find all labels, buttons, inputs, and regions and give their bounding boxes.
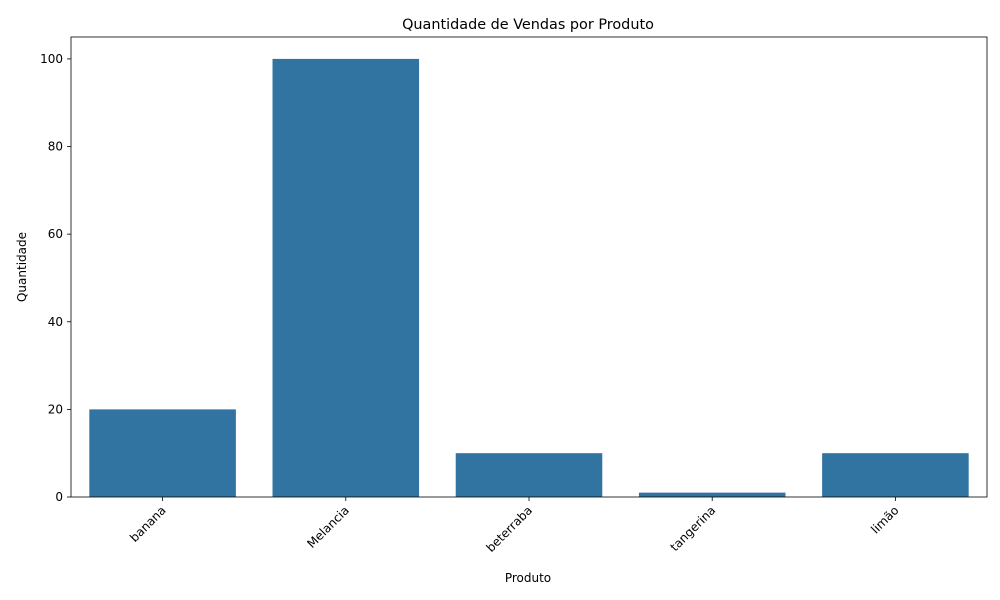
- plot-frame: [70, 36, 988, 498]
- y-axis-label: Quantidade: [15, 232, 29, 302]
- bar-limão: [822, 453, 969, 497]
- y-tick-label: 100: [40, 52, 63, 66]
- y-tick-label: 80: [48, 140, 63, 154]
- bar-beterraba: [455, 453, 603, 497]
- y-tick-label: 40: [48, 315, 63, 329]
- x-axis-label: Produto: [505, 571, 551, 585]
- x-tick-label: banana: [127, 503, 169, 545]
- bar-tangerina: [638, 492, 786, 497]
- x-axis-ticks: banana Melancia beterraba tangerina limão: [127, 497, 902, 555]
- y-tick-label: 20: [48, 402, 63, 416]
- chart-title: Quantidade de Vendas por Produto: [402, 17, 654, 33]
- y-tick-label: 60: [48, 227, 63, 241]
- x-tick-label: tangerina: [667, 503, 718, 554]
- x-tick-label: Melancia: [304, 503, 352, 551]
- x-tick-label: limão: [868, 503, 901, 536]
- bars-group: [89, 58, 969, 498]
- x-tick-label: beterraba: [483, 503, 535, 555]
- y-tick-label: 0: [55, 490, 63, 504]
- bar-Melancia: [272, 58, 420, 498]
- bar-banana: [89, 409, 236, 497]
- y-axis-ticks: 0 20 40 60 80 100: [40, 52, 71, 504]
